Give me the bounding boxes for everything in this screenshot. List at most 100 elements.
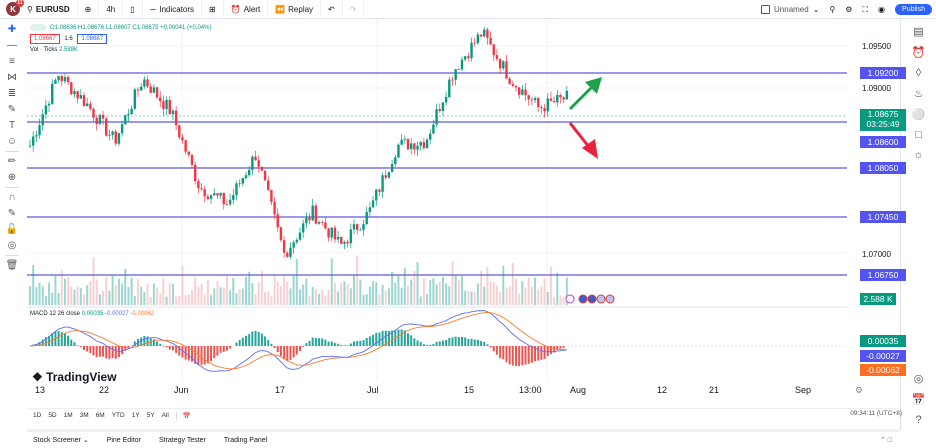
price-label: 1.09500 <box>862 42 891 51</box>
plus-circle-icon: ⊕ <box>84 4 92 14</box>
candles-icon: ▯ <box>130 4 135 14</box>
eye-icon[interactable]: ◎ <box>7 240 17 251</box>
tab-strategy-tester[interactable]: Strategy Tester <box>158 436 206 444</box>
layers-icon[interactable]: ◊ <box>915 67 922 79</box>
trend-line-icon[interactable]: — <box>7 40 17 51</box>
emoji-icon[interactable]: ☺ <box>6 136 18 147</box>
bullish-arrow <box>568 77 602 111</box>
chat-icon[interactable]: □ <box>915 129 922 141</box>
price-label: 1.09000 <box>862 84 891 93</box>
layout-selector[interactable]: Unnamed ⌄ <box>761 5 819 14</box>
calendar-icon[interactable]: 📅 <box>911 394 926 406</box>
buy-button[interactable]: 1.08687 <box>77 34 108 44</box>
lock-drawings-icon[interactable]: ✎ <box>7 208 17 219</box>
quick-search-icon[interactable]: ⚲ <box>829 5 836 14</box>
status-dot-icon <box>30 24 46 31</box>
undo-icon: ↶ <box>328 4 335 14</box>
target-icon[interactable]: ◎ <box>913 373 924 385</box>
templates-button[interactable]: ⊞ <box>202 0 224 19</box>
interval-button[interactable]: 4h <box>99 0 124 19</box>
grid-icon: ⊞ <box>209 4 216 14</box>
settings-icon[interactable]: ⚙ <box>845 5 853 14</box>
range-1m[interactable]: 1M <box>63 412 73 419</box>
price-chart[interactable] <box>27 20 847 380</box>
divider <box>5 151 19 152</box>
macd-tag: -0.00027 <box>860 350 906 362</box>
avatar[interactable]: K 11 <box>6 0 24 16</box>
sell-button[interactable]: 1.08667 <box>30 34 60 44</box>
range-6m[interactable]: 6M <box>95 412 105 419</box>
ruler-icon[interactable]: ✏ <box>7 156 17 167</box>
time-label: Jul <box>367 385 379 395</box>
indicators-button[interactable]: ∽ Indicators <box>143 0 203 19</box>
redo-button[interactable]: ↷ <box>343 0 365 19</box>
forecast-icon[interactable]: ≣ <box>7 88 17 99</box>
tradingview-logo: ❖ TradingView <box>32 370 117 384</box>
streams-icon[interactable]: ☼ <box>913 149 924 161</box>
signal-tag: -0.00062 <box>860 364 906 376</box>
signal-value: -0.00062 <box>130 311 155 317</box>
fullscreen-icon[interactable]: ⛶ <box>862 4 869 14</box>
range-all[interactable]: All <box>161 412 169 419</box>
help-icon[interactable]: ? <box>915 414 922 426</box>
price-label: 1.07000 <box>862 250 891 259</box>
time-label: 12 <box>657 385 668 395</box>
undo-button[interactable]: ↶ <box>321 0 343 19</box>
current-price-tag: 1.08675 03:25:49 <box>860 109 906 131</box>
axis-settings-icon[interactable]: ⚙ <box>855 385 864 395</box>
camera-icon[interactable]: ◉ <box>878 5 886 14</box>
right-sidebar: ▤ ⏰ ◊ ♨ ⚪ □ ☼ ◎ 📅 ? <box>900 20 936 430</box>
level-tag: 1.09200 <box>860 67 906 79</box>
level-tag: 1.08600 <box>860 136 906 148</box>
text-icon[interactable]: T <box>8 120 16 131</box>
clock[interactable]: 09:34:11 (UTC+8) <box>850 410 902 417</box>
zoom-in-icon[interactable]: ⊕ <box>7 172 17 183</box>
range-1y[interactable]: 1Y <box>131 412 140 419</box>
tab-pine-editor[interactable]: Pine Editor <box>106 436 141 444</box>
symbol-search[interactable]: ⚲ EURUSD <box>20 0 78 19</box>
tab-trading-panel[interactable]: Trading Panel <box>223 436 268 444</box>
tab-stock-screener[interactable]: Stock Screener ⌄ <box>33 437 89 444</box>
goto-date-icon[interactable]: 📅 <box>175 411 191 420</box>
bottom-panel-tabs: Stock Screener ⌄ Pine Editor Strategy Te… <box>27 429 900 448</box>
crosshair-icon[interactable]: ✚ <box>7 24 17 35</box>
time-label: Sep <box>795 385 812 395</box>
range-ytd[interactable]: YTD <box>111 412 125 419</box>
lock-icon[interactable]: 🔓 <box>5 224 19 235</box>
trash-icon[interactable]: 🗑 <box>5 260 19 271</box>
fib-icon[interactable]: ≡ <box>9 56 15 67</box>
divider <box>5 187 19 188</box>
pattern-icon[interactable]: ⋈ <box>7 72 17 83</box>
watchlist-icon[interactable]: ▤ <box>913 26 924 38</box>
time-label: Aug <box>570 385 587 395</box>
magnet-icon[interactable]: ∩ <box>8 192 16 203</box>
indicators-icon: ∽ <box>149 4 157 14</box>
range-1d[interactable]: 1D <box>33 412 42 419</box>
hotlist-icon[interactable]: ♨ <box>913 88 924 100</box>
brush-icon[interactable]: ✎ <box>7 104 17 115</box>
time-label: 22 <box>99 385 110 395</box>
publish-button[interactable]: Publish <box>895 4 932 15</box>
timeframe-bar: 1D 5D 1M 3M 6M YTD 1Y 5Y All 📅 <box>27 408 897 422</box>
range-5y[interactable]: 5Y <box>146 412 155 419</box>
alert-button[interactable]: ⏰ Alert <box>224 0 269 19</box>
drawing-toolbar: ✚ — ≡ ⋈ ≣ ✎ T ☺ ✏ ⊕ ∩ ✎ 🔓 ◎ 🗑 <box>0 20 24 310</box>
time-label: 13 <box>35 385 46 395</box>
range-5d[interactable]: 5D <box>48 412 57 419</box>
bearish-arrow <box>568 122 598 159</box>
divider <box>5 255 19 256</box>
range-3m[interactable]: 3M <box>79 412 89 419</box>
alarm-clock-icon[interactable]: ⏰ <box>911 47 926 59</box>
chart-type-button[interactable]: ▯ <box>123 0 143 19</box>
replay-button[interactable]: ⏪ Replay <box>268 0 322 19</box>
chart-legend: O1.08636 H1.08676 L1.08607 C1.08675 +0.0… <box>30 24 211 53</box>
volume-value: 2.588K <box>59 47 79 53</box>
price-axis[interactable]: 1.09500 1.09000 1.07000 1.09200 1.08675 0… <box>850 20 906 380</box>
ideas-icon[interactable]: ⚪ <box>911 109 926 121</box>
redo-icon: ↷ <box>349 4 357 14</box>
level-tag: 1.08050 <box>860 162 906 174</box>
compare-symbol-button[interactable]: ⊕ <box>78 0 100 19</box>
collapse-panel-icon[interactable]: ⌃ □ <box>879 437 892 444</box>
time-axis[interactable]: 13 22 Jun 17 Jul 15 13:00 Aug 12 21 Sep … <box>27 385 863 399</box>
chevron-down-icon: ⌄ <box>82 437 89 444</box>
